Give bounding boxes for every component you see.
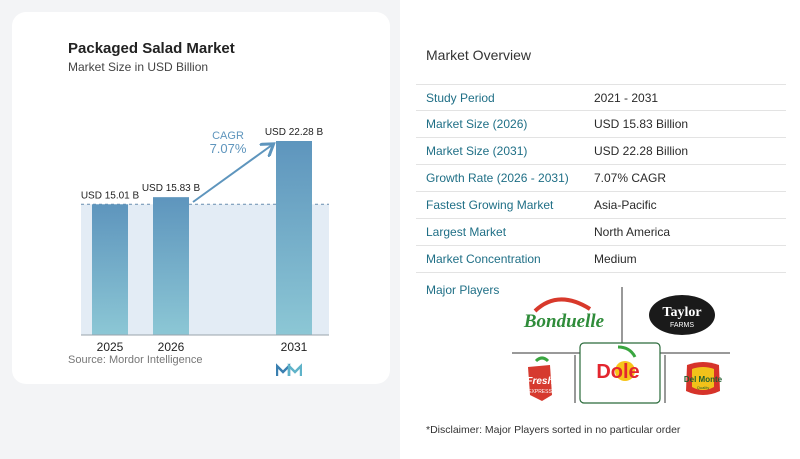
data-label-2026: USD 15.83 B — [142, 183, 201, 194]
major-players-logos: Bonduelle Taylor FARMS Fresh EXPRESS Dol… — [512, 287, 730, 404]
overview-row: Largest Market North America — [416, 219, 786, 246]
overview-row-value: 2021 - 2031 — [594, 90, 659, 105]
x-tick-2026: 2026 — [158, 340, 185, 354]
overview-row: Market Concentration Medium — [416, 246, 786, 273]
bar-2031 — [276, 141, 312, 335]
x-tick-2025: 2025 — [97, 340, 124, 354]
bar-chart: USD 15.01 B 2025 USD 15.83 B 2026 USD 22.28 … — [81, 127, 329, 354]
svg-text:Bonduelle: Bonduelle — [523, 311, 605, 332]
overview-row-value: USD 22.28 Billion — [594, 144, 689, 158]
bonduelle-logo: Bonduelle — [523, 297, 605, 332]
overview-row: Market Size (2026) USD 15.83 Billion — [416, 111, 786, 138]
svg-text:Dole: Dole — [596, 361, 639, 383]
taylor-farms-logo: Taylor FARMS — [649, 295, 715, 335]
source-text: Source: Mordor Intelligence — [68, 354, 203, 366]
overview-row-value: USD 15.83 Billion — [594, 117, 689, 131]
overview-row-label: Market Size (2031) — [426, 144, 528, 158]
overview-row-label: Market Concentration — [426, 252, 541, 266]
data-label-2025: USD 15.01 B — [81, 190, 140, 201]
overview-row: Market Size (2031) USD 22.28 Billion — [416, 138, 786, 165]
disclaimer-text: *Disclaimer: Major Players sorted in no … — [426, 424, 681, 436]
x-tick-2031: 2031 — [281, 340, 308, 354]
svg-text:Quality: Quality — [697, 385, 709, 390]
overview-title: Market Overview — [426, 47, 532, 63]
chart-subtitle: Market Size in USD Billion — [68, 60, 209, 74]
overview-row: Fastest Growing Market Asia-Pacific — [416, 192, 786, 219]
svg-text:FARMS: FARMS — [670, 322, 694, 329]
overview-row-label: Study Period — [426, 90, 495, 105]
cagr-label: CAGR — [212, 130, 244, 142]
cagr-arrow — [192, 145, 272, 203]
svg-text:Del Monte: Del Monte — [684, 375, 723, 384]
del-monte-logo: Del Monte Quality — [684, 362, 723, 395]
bar-2026 — [153, 197, 189, 335]
svg-text:Taylor: Taylor — [662, 305, 701, 320]
overview-row-label: Market Size (2026) — [426, 117, 528, 131]
chart-title: Packaged Salad Market — [68, 40, 235, 57]
svg-text:Fresh: Fresh — [526, 376, 553, 387]
players-title: Major Players — [426, 283, 500, 297]
overview-row-value: 7.07% CAGR — [594, 171, 667, 185]
overview-row-label: Largest Market — [426, 225, 507, 239]
overview-row: Growth Rate (2026 - 2031) 7.07% CAGR — [416, 165, 786, 192]
svg-text:EXPRESS: EXPRESS — [528, 389, 552, 395]
overview-row: Study Period 2021 - 2031 — [416, 84, 786, 111]
source-label: Source: Mordor Intelligence — [68, 354, 203, 366]
overview-row-value: Asia-Pacific — [594, 198, 657, 212]
fresh-express-logo: Fresh EXPRESS — [526, 356, 554, 401]
bar-2025 — [92, 204, 128, 335]
mordor-logo-icon — [276, 363, 302, 376]
cagr-value: 7.07% — [210, 141, 247, 156]
overview-row-label: Growth Rate (2026 - 2031) — [426, 171, 569, 185]
dole-logo: Dole — [579, 342, 661, 404]
overview-row-value: Medium — [594, 252, 637, 266]
overview-table: Study Period 2021 - 2031 Market Size (2026… — [416, 84, 786, 273]
overview-row-value: North America — [594, 225, 671, 239]
data-label-2031: USD 22.28 B — [265, 127, 324, 138]
overview-row-label: Fastest Growing Market — [426, 198, 554, 212]
